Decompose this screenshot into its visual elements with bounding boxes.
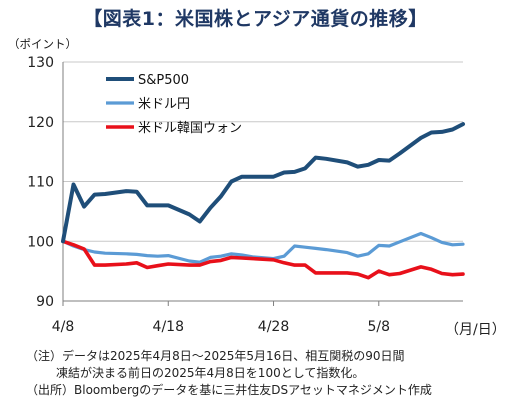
footnotes: （注）データは2025年4月8日～2025年5月16日、相互関税の90日間 凍結… xyxy=(26,348,506,399)
tick-labels: 90 100 110 120 130 4/8 4/18 4/28 5/8 xyxy=(27,55,390,335)
note-line: （注）データは2025年4月8日～2025年5月16日、相互関税の90日間 xyxy=(26,349,405,363)
x-tick-label: 4/18 xyxy=(153,319,184,335)
series-line-0 xyxy=(61,122,465,244)
y-tick-label: 110 xyxy=(27,175,54,191)
y-axis-unit-label: （ポイント） xyxy=(8,37,77,51)
x-tick-label: 5/8 xyxy=(368,319,391,335)
x-tick-label: 4/28 xyxy=(258,319,289,335)
axes xyxy=(62,62,463,306)
y-tick-label: 120 xyxy=(27,115,54,131)
note-line: 凍結が決まる前日の2025年4月8日を100として指数化。 xyxy=(56,366,365,380)
y-tick-label: 100 xyxy=(27,234,54,250)
series-line-2 xyxy=(61,239,465,280)
x-axis-unit-label: （月/日） xyxy=(445,322,506,338)
y-tick-label: 130 xyxy=(27,55,54,71)
legend-label: S&P500 xyxy=(138,73,189,88)
x-tick-label: 4/8 xyxy=(52,319,75,335)
y-tick-label: 90 xyxy=(36,294,54,310)
chart-title: 【図表1：米国株とアジア通貨の推移】 xyxy=(83,8,428,30)
source-line: （出所）Bloombergのデータを基に三井住友DSアセットマネジメント作成 xyxy=(26,383,432,397)
legend-label: 米ドル円 xyxy=(138,97,190,112)
legend-label: 米ドル韓国ウォン xyxy=(138,121,242,136)
series-lines xyxy=(61,122,465,280)
gridlines xyxy=(63,61,463,242)
